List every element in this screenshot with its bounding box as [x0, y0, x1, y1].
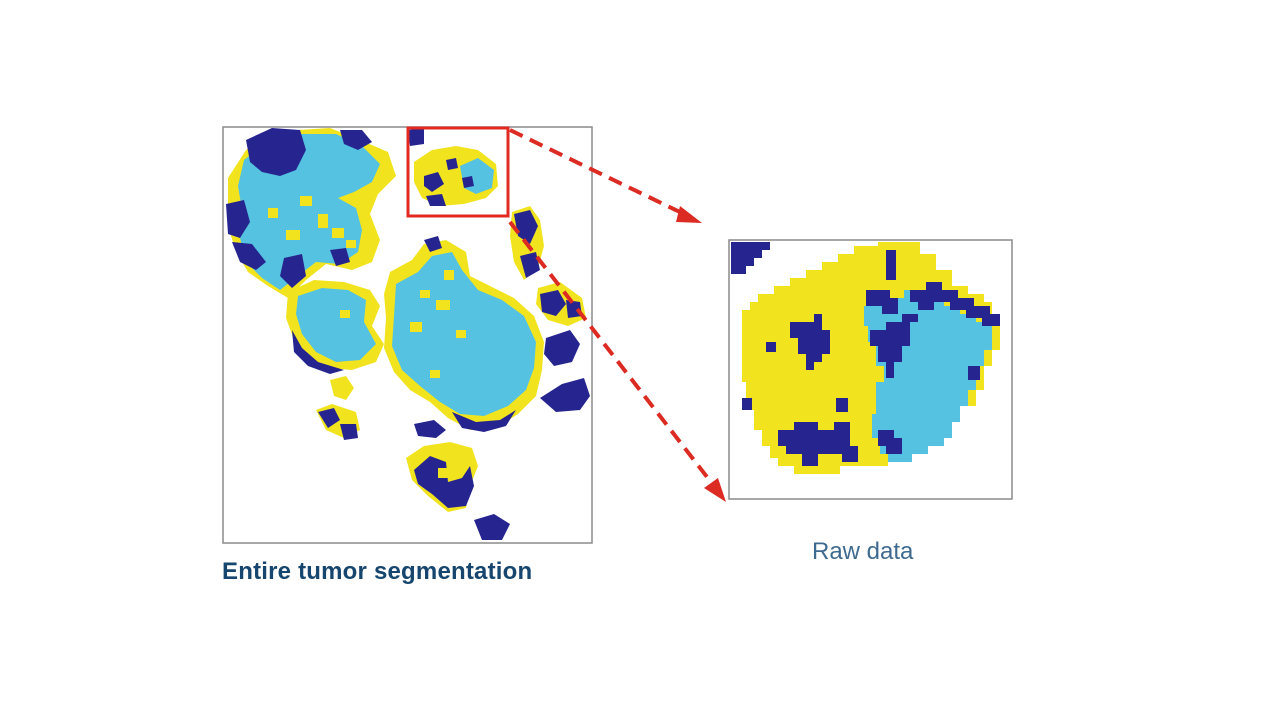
- tumor-region-right-fragments: [510, 206, 590, 412]
- raw-data-caption: Raw data: [812, 538, 914, 565]
- tumor-region-main: [384, 236, 544, 432]
- entire-tumor-caption: Entire tumor segmentation: [222, 558, 533, 585]
- tumor-region-top-left: [226, 128, 396, 298]
- tumor-region-lower-fragments: [316, 376, 510, 540]
- entire-tumor-panel: [222, 126, 593, 544]
- zoom-arrows: [508, 128, 726, 502]
- arrowhead-top: [676, 206, 702, 223]
- arrowhead-bottom: [704, 478, 726, 502]
- zoom-arrow-top: [509, 128, 685, 216]
- highlight-box: [406, 126, 510, 218]
- zoom-arrow-bottom: [508, 220, 716, 488]
- raw-data-panel: [728, 239, 1013, 500]
- tumor-region-highlighted-fragment: [408, 128, 498, 206]
- tumor-region-mid-left: [286, 280, 384, 374]
- raw-dark-blue-regions: [731, 242, 1000, 466]
